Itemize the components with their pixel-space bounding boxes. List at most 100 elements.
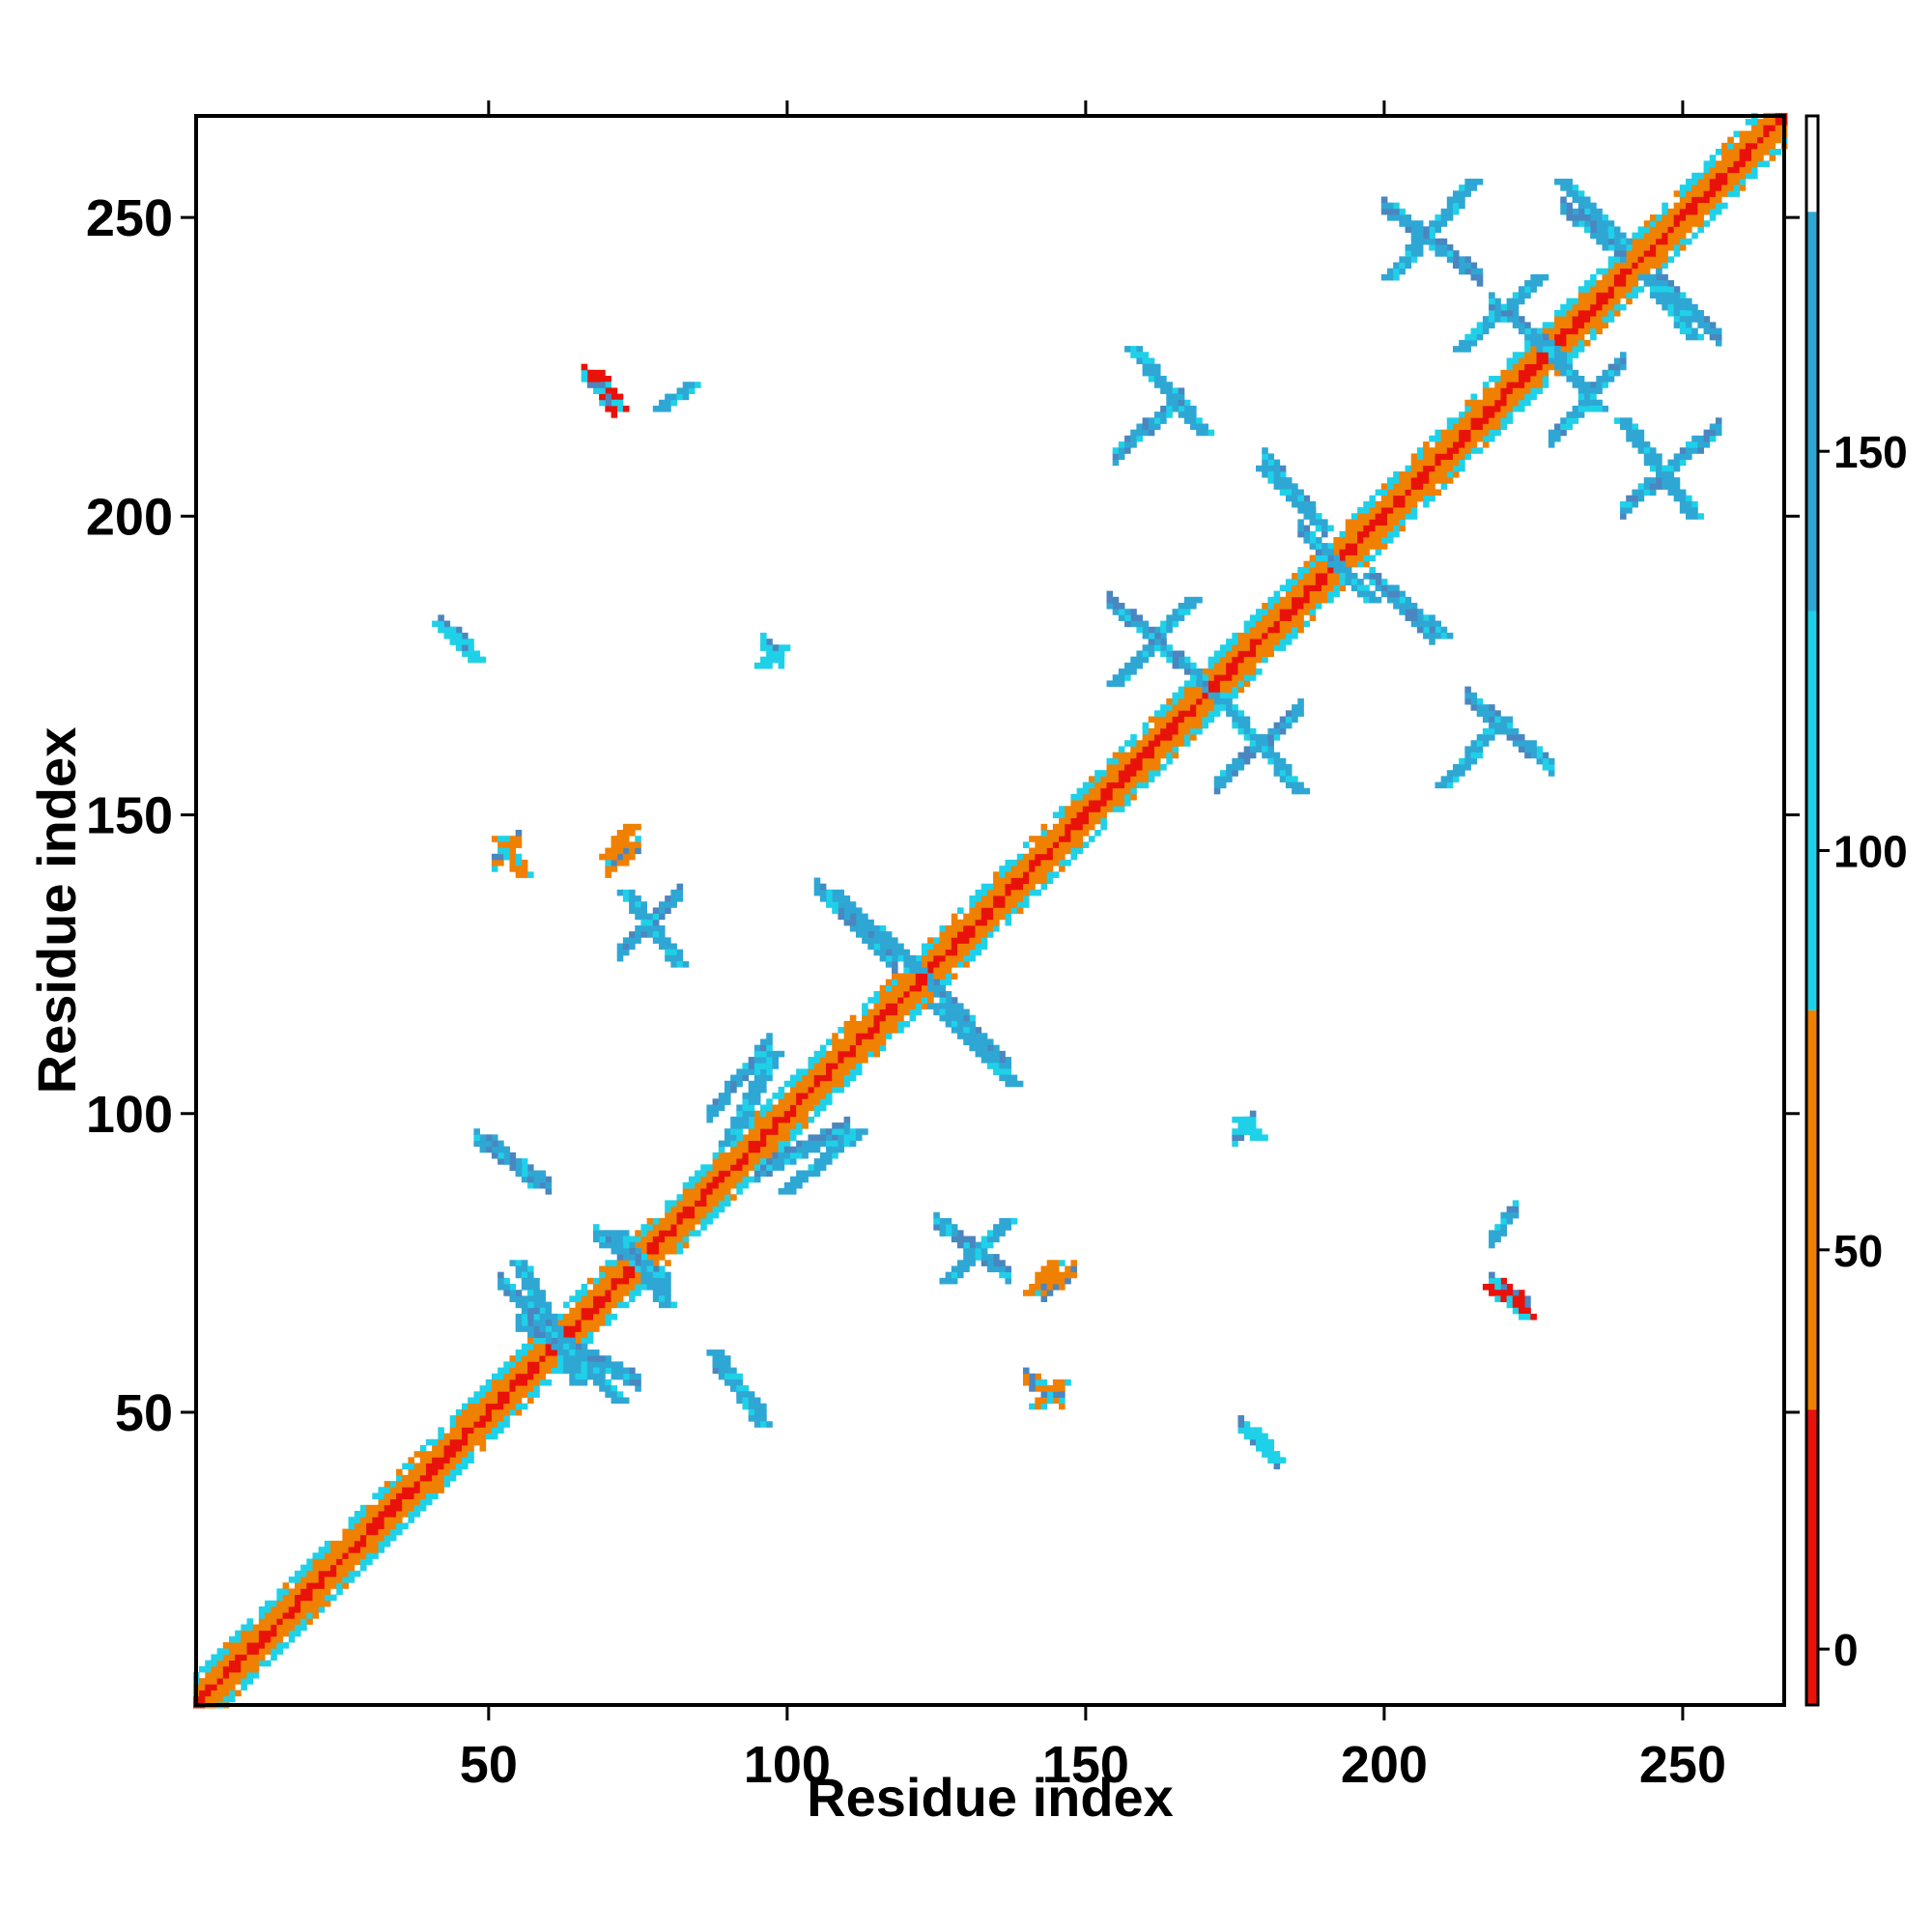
contact-cell — [575, 1290, 582, 1296]
contact-cell — [426, 1487, 433, 1493]
contact-cell — [1119, 788, 1125, 795]
contact-cell — [611, 1265, 618, 1272]
contact-cell — [1376, 526, 1382, 532]
contact-cell — [1494, 316, 1501, 323]
contact-cell — [1376, 584, 1382, 591]
contact-cell — [826, 1134, 833, 1141]
contact-cell — [659, 944, 666, 951]
contact-cell — [838, 1051, 844, 1058]
contact-cell — [1477, 322, 1484, 328]
contact-cell — [766, 1063, 773, 1069]
contact-cell — [1262, 621, 1268, 628]
contact-cell — [1065, 830, 1071, 837]
contact-cell — [1406, 614, 1412, 621]
contact-cell — [695, 1200, 701, 1207]
contact-cell — [665, 1218, 671, 1225]
contact-cell — [1017, 907, 1024, 914]
contact-cell — [939, 967, 946, 974]
contact-cell — [605, 1265, 611, 1272]
contact-cell — [1608, 226, 1615, 233]
contact-cell — [1310, 614, 1317, 621]
contact-cell — [503, 1404, 510, 1410]
contact-cell — [790, 1177, 797, 1183]
contact-cell — [653, 1278, 660, 1285]
contact-cell — [1441, 471, 1448, 478]
contact-cell — [760, 1128, 767, 1135]
contact-cell — [1477, 746, 1484, 753]
contact-cell — [1357, 543, 1364, 550]
contact-cell — [1608, 292, 1615, 298]
contact-cell — [820, 1081, 827, 1088]
contact-cell — [1411, 490, 1418, 497]
contact-cell — [283, 1642, 290, 1649]
contact-cell — [575, 1295, 582, 1302]
contact-cell — [766, 1098, 773, 1105]
contact-cell — [1644, 244, 1651, 251]
contact-cell — [1237, 668, 1244, 675]
contact-cell — [1124, 782, 1131, 789]
contact-cell — [552, 1361, 558, 1368]
contact-cell — [647, 1236, 654, 1243]
contact-cell — [1453, 196, 1460, 203]
contact-cell — [503, 1158, 510, 1165]
contact-cell — [306, 1577, 313, 1583]
contact-cell — [1303, 507, 1310, 514]
contact-cell — [665, 1212, 671, 1219]
contact-cell — [629, 890, 636, 896]
contact-cell — [1507, 417, 1514, 424]
contact-cell — [1435, 460, 1441, 467]
contact-cell — [1733, 190, 1740, 197]
contact-cell — [886, 961, 893, 968]
contact-cell — [1697, 310, 1704, 317]
contact-cell — [1286, 609, 1293, 615]
contact-cell — [199, 1696, 206, 1703]
contact-cell — [1346, 561, 1352, 568]
contact-cell — [1494, 382, 1501, 388]
contact-cell — [575, 1361, 582, 1368]
contact-cell — [1406, 226, 1412, 233]
contact-cell — [640, 1254, 647, 1261]
contact-cell — [217, 1690, 224, 1697]
contact-cell — [1459, 185, 1465, 191]
contact-cell — [1602, 310, 1608, 317]
contact-cell — [1381, 274, 1388, 281]
contact-cell — [1423, 490, 1430, 497]
contact-cell — [1154, 382, 1161, 388]
contact-cell — [1423, 496, 1430, 502]
contact-cell — [283, 1595, 290, 1602]
contact-cell — [1471, 340, 1478, 347]
contact-cell — [402, 1475, 409, 1482]
contact-cell — [355, 1552, 361, 1559]
contact-cell — [473, 657, 480, 664]
contact-cell — [1250, 753, 1257, 759]
contact-cell — [1513, 400, 1520, 407]
contact-cell — [1286, 597, 1293, 604]
contact-cell — [527, 1177, 534, 1183]
contact-cell — [987, 920, 994, 926]
contact-cell — [432, 1457, 439, 1463]
contact-cell — [1399, 526, 1406, 532]
contact-cell — [1130, 352, 1137, 358]
contact-cell — [779, 1158, 785, 1165]
contact-cell — [1387, 526, 1394, 532]
contact-cell — [1077, 836, 1084, 842]
contact-cell — [516, 1350, 523, 1356]
contact-cell — [1094, 806, 1101, 812]
contact-cell — [999, 1057, 1006, 1064]
contact-cell — [862, 1045, 868, 1052]
contact-cell — [1041, 1290, 1048, 1296]
contact-cell — [276, 1588, 283, 1595]
contact-cell — [1196, 674, 1203, 681]
contact-cell — [647, 1242, 654, 1249]
contact-cell — [384, 1522, 391, 1529]
contact-cell — [1566, 190, 1573, 197]
contact-cell — [1070, 830, 1077, 837]
contact-cell — [754, 1134, 761, 1141]
contact-cell — [706, 1218, 713, 1225]
contact-cell — [1513, 740, 1520, 747]
contact-cell — [1047, 1265, 1054, 1272]
contact-cell — [1280, 597, 1287, 604]
contact-cell — [903, 950, 910, 956]
contact-cell — [1053, 848, 1060, 855]
contact-cell — [414, 1451, 421, 1458]
